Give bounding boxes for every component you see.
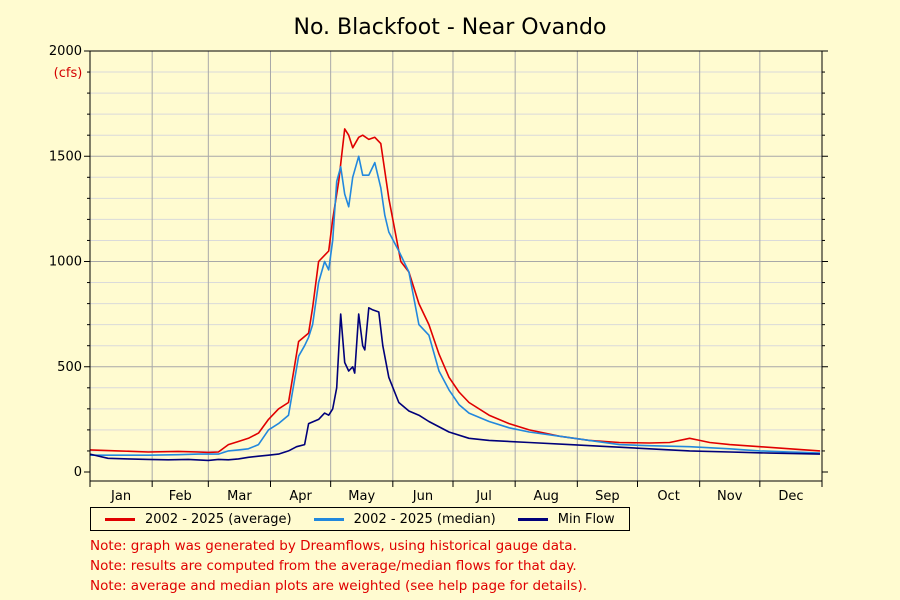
notes: Note: graph was generated by Dreamflows,…	[90, 536, 587, 596]
legend-label-median: 2002 - 2025 (median)	[353, 511, 496, 527]
legend-entry-median: 2002 - 2025 (median)	[313, 511, 496, 527]
x-tick-label-sep: Sep	[595, 489, 620, 504]
y-axis-unit-label: (cfs)	[54, 66, 83, 81]
legend-swatch-median	[313, 517, 344, 521]
y-tick-label: 1000	[49, 255, 82, 270]
chart-title: No. Blackfoot - Near Ovando	[294, 15, 607, 40]
series-line-median	[90, 155, 821, 457]
series-line-min-flow	[89, 306, 821, 462]
y-tick-label: 2000	[49, 44, 82, 59]
x-tick-label-nov: Nov	[717, 489, 743, 504]
y-tick-label: 500	[57, 360, 82, 375]
legend-entry-min-flow: Min Flow	[517, 511, 615, 527]
x-tick-label-aug: Aug	[534, 489, 559, 504]
y-tick-label: 0	[74, 465, 82, 480]
legend-swatch-average	[105, 517, 135, 521]
x-tick-label-oct: Oct	[657, 489, 679, 504]
legend-entry-average: 2002 - 2025 (average)	[105, 512, 292, 527]
x-tick-label-dec: Dec	[778, 489, 803, 504]
series-line-average	[89, 128, 821, 454]
y-tick-label: 1500	[49, 149, 82, 164]
axes: 0 500 1000 1500 2000 Jan Feb Mar Apr May Jun Jul Aug…	[49, 44, 828, 504]
x-tick-label-apr: Apr	[289, 489, 312, 504]
legend-label-min-flow: Min Flow	[557, 511, 615, 527]
legend: 2002 - 2025 (average) 2002 - 2025 (media…	[90, 507, 630, 531]
note-line-3: Note: average and median plots are weigh…	[90, 578, 588, 594]
x-tick-label-mar: Mar	[227, 489, 252, 504]
x-tick-label-feb: Feb	[169, 489, 192, 504]
note-line-2: Note: results are computed from the aver…	[90, 558, 577, 574]
x-tick-label-jun: Jun	[412, 489, 433, 504]
series-group	[89, 128, 821, 462]
note-line-1: Note: graph was generated by Dreamflows,…	[90, 538, 577, 554]
grid	[90, 50, 822, 481]
legend-label-average: 2002 - 2025 (average)	[145, 511, 292, 527]
x-tick-label-may: May	[348, 489, 375, 504]
x-tick-label-jul: Jul	[475, 489, 492, 504]
x-tick-label-jan: Jan	[110, 489, 131, 504]
legend-swatch-min-flow	[517, 517, 548, 521]
